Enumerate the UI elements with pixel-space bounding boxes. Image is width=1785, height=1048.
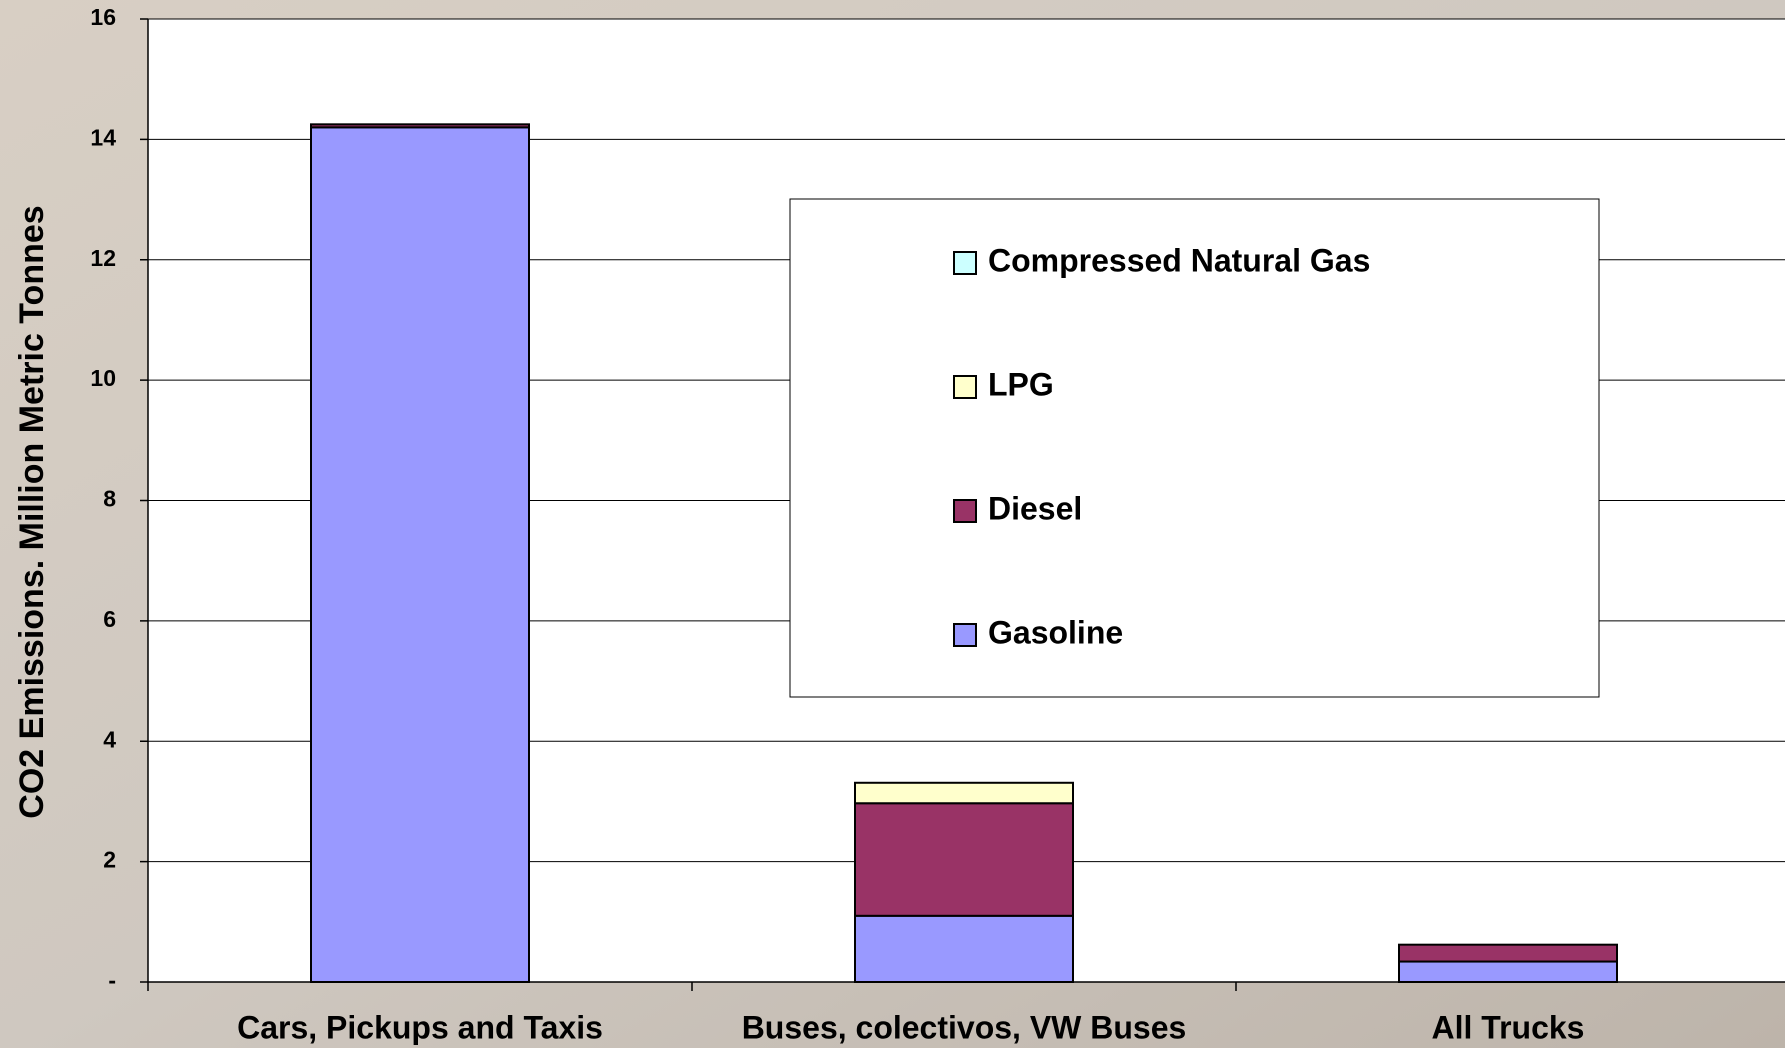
y-tick-label: - [108,967,116,993]
y-axis-label: CO2 Emissions. Million Metric Tonnes [13,205,51,818]
x-tick-label: All Trucks [1432,1009,1585,1045]
x-tick-label: Buses, colectivos, VW Buses [742,1009,1187,1045]
legend-label: LPG [988,366,1054,402]
y-tick-label: 12 [90,245,116,271]
bar-segment [855,783,1073,803]
bar-segment [1399,962,1617,982]
legend-label: Gasoline [988,614,1123,650]
bar-segment [311,124,529,127]
y-tick-label: 16 [90,4,116,30]
y-tick-label: 2 [103,847,116,873]
x-tick-label: Cars, Pickups and Taxis [237,1009,603,1045]
legend-swatch [954,252,976,274]
y-tick-label: 8 [103,486,116,512]
legend-swatch [954,624,976,646]
bar-segment [855,916,1073,982]
y-tick-label: 4 [103,726,116,752]
y-tick-label: 6 [103,606,116,632]
y-tick-label: 10 [90,365,116,391]
legend-swatch [954,500,976,522]
bar-segment [1399,945,1617,962]
page: {"chart_data": {"type": "stacked-bar", "… [0,0,1785,1048]
legend-label: Diesel [988,490,1082,526]
bar-segment [311,127,529,982]
legend-swatch [954,376,976,398]
y-tick-label: 14 [90,124,116,150]
bar-segment [855,803,1073,916]
chart: CO2 Emissions. Million Metric Tonnes - 2 4… [0,0,1785,1048]
legend-label: Compressed Natural Gas [988,242,1370,278]
